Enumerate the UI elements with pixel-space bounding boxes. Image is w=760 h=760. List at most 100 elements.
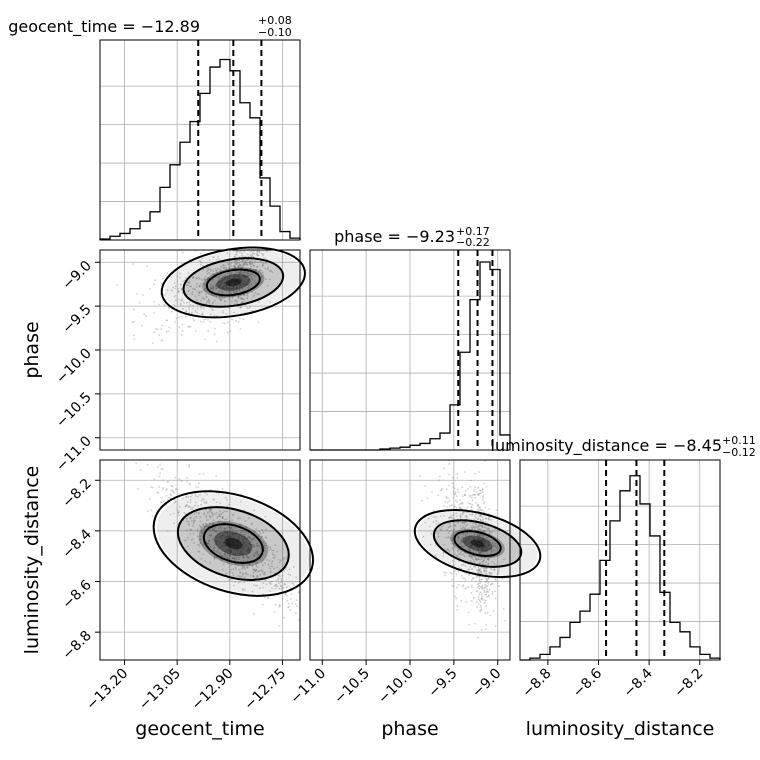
sample-point bbox=[485, 517, 487, 519]
sample-point bbox=[190, 539, 193, 541]
sample-point bbox=[448, 463, 451, 465]
sample-point bbox=[274, 544, 277, 546]
sample-point bbox=[263, 571, 266, 574]
sample-point bbox=[234, 566, 237, 569]
sample-point bbox=[440, 488, 443, 491]
sample-point bbox=[262, 593, 265, 596]
sample-point bbox=[246, 566, 249, 569]
sample-point bbox=[484, 628, 487, 631]
sample-point bbox=[483, 511, 486, 514]
sample-point bbox=[229, 551, 232, 554]
sample-point bbox=[469, 548, 472, 551]
sample-point bbox=[185, 496, 188, 498]
sample-point bbox=[279, 584, 282, 587]
sample-point bbox=[460, 521, 463, 524]
sample-point bbox=[460, 564, 463, 567]
sample-point bbox=[484, 593, 487, 596]
sample-point bbox=[234, 255, 236, 258]
sample-point bbox=[209, 509, 212, 512]
sample-point bbox=[185, 310, 187, 313]
sample-point bbox=[474, 513, 477, 515]
sample-point bbox=[289, 598, 292, 601]
sample-point bbox=[278, 624, 281, 627]
sample-point bbox=[181, 307, 184, 310]
sample-point bbox=[255, 542, 258, 545]
sample-point bbox=[166, 319, 168, 322]
sample-point bbox=[464, 514, 467, 517]
sample-point bbox=[254, 291, 257, 294]
sample-point bbox=[487, 594, 490, 597]
sample-point bbox=[469, 502, 472, 505]
sample-point bbox=[245, 275, 248, 278]
sample-point bbox=[236, 302, 238, 305]
sample-point bbox=[249, 537, 252, 540]
sample-point bbox=[272, 549, 275, 552]
sample-point bbox=[248, 551, 251, 554]
sample-point bbox=[282, 558, 285, 561]
sample-point bbox=[485, 579, 488, 582]
sample-point bbox=[200, 529, 203, 532]
sample-point bbox=[229, 527, 232, 530]
sample-point bbox=[481, 549, 484, 552]
sample-point bbox=[278, 604, 281, 606]
sample-point bbox=[241, 300, 243, 303]
sample-point bbox=[224, 537, 227, 540]
sample-point bbox=[215, 269, 218, 272]
sample-point bbox=[218, 296, 221, 299]
sample-point bbox=[488, 539, 491, 542]
sample-point bbox=[173, 295, 176, 298]
sample-point bbox=[255, 584, 257, 587]
sample-point bbox=[256, 254, 259, 257]
sample-point bbox=[487, 558, 490, 560]
sample-point bbox=[238, 538, 240, 540]
sample-point bbox=[221, 511, 224, 514]
sample-point bbox=[200, 531, 203, 534]
sample-point bbox=[210, 287, 212, 290]
sample-point bbox=[211, 273, 214, 276]
sample-point bbox=[173, 304, 176, 307]
sample-point bbox=[229, 274, 232, 277]
sample-point bbox=[207, 511, 210, 513]
sample-point bbox=[432, 521, 435, 523]
density-shade bbox=[470, 539, 485, 548]
sample-point bbox=[244, 276, 247, 279]
sample-point bbox=[217, 492, 220, 495]
sample-point bbox=[245, 553, 248, 556]
sample-point bbox=[171, 290, 174, 292]
sample-point bbox=[188, 301, 191, 304]
sample-point bbox=[223, 281, 226, 284]
sample-point bbox=[198, 512, 200, 515]
sample-point bbox=[226, 288, 229, 291]
sample-point bbox=[205, 519, 208, 522]
sample-point bbox=[199, 260, 202, 263]
sample-point bbox=[480, 538, 482, 541]
sample-point bbox=[215, 296, 218, 299]
sample-point bbox=[163, 303, 165, 306]
sample-point bbox=[178, 478, 181, 481]
x-tick-label: −8.6 bbox=[570, 665, 605, 700]
contour-line bbox=[453, 530, 502, 557]
sample-point bbox=[236, 287, 239, 289]
sample-point bbox=[459, 506, 462, 509]
sample-point bbox=[476, 583, 479, 586]
sample-point bbox=[250, 282, 253, 285]
sample-point bbox=[231, 528, 234, 531]
sample-point bbox=[481, 587, 484, 590]
sample-point bbox=[448, 530, 451, 533]
sample-point bbox=[228, 535, 231, 538]
sample-point bbox=[246, 275, 249, 278]
sample-point bbox=[478, 525, 481, 528]
sample-point bbox=[194, 309, 197, 312]
sample-point bbox=[198, 285, 201, 288]
sample-point bbox=[484, 520, 487, 523]
sample-point bbox=[198, 551, 201, 554]
sample-point bbox=[246, 259, 249, 262]
sample-point bbox=[168, 496, 171, 499]
sample-point bbox=[485, 573, 488, 575]
sample-point bbox=[189, 517, 192, 520]
sample-point bbox=[159, 463, 162, 466]
sample-point bbox=[179, 304, 182, 306]
sample-point bbox=[459, 515, 461, 517]
sample-point bbox=[226, 498, 229, 501]
sample-point bbox=[188, 289, 190, 292]
